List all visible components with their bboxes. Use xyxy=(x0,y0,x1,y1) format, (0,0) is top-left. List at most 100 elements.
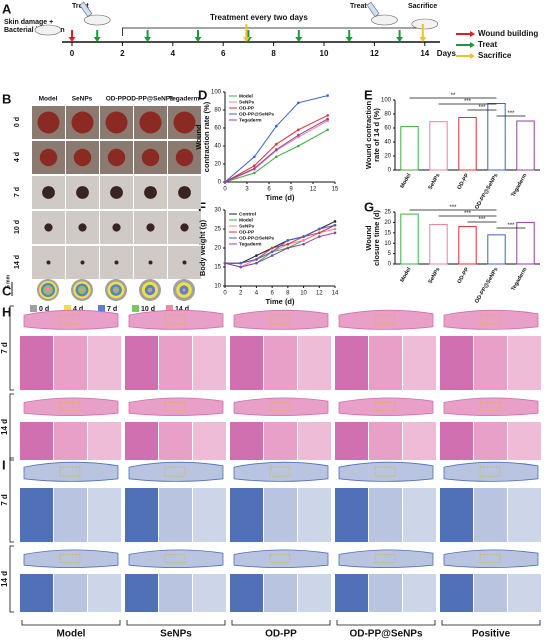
data-point xyxy=(326,114,329,117)
treat-arrow-head xyxy=(144,37,152,42)
tissue-zoom xyxy=(159,336,192,390)
x-tick-label: OD-PP@SeNPs xyxy=(474,173,499,211)
zoom-box xyxy=(59,402,81,412)
group-bracket xyxy=(126,620,226,626)
significance-label: *** xyxy=(449,205,457,211)
wound-spot xyxy=(178,186,191,199)
wound-spot xyxy=(146,223,155,232)
data-point xyxy=(253,155,256,159)
legend-label: Model xyxy=(239,217,253,223)
y-tick-label: 80 xyxy=(384,112,391,118)
tissue-section xyxy=(23,549,119,568)
tissue-zoom xyxy=(335,574,368,612)
group-label: SeNPs xyxy=(160,629,192,640)
treatment-note: Treatment every two days xyxy=(210,13,308,22)
timeline-tick-label: 2 xyxy=(120,49,125,58)
mouse-icon xyxy=(34,24,62,36)
photo-column-label: SeNPs xyxy=(72,96,93,103)
y-tick-label: 5 xyxy=(388,251,392,257)
series-line xyxy=(224,232,336,268)
significance-label: *** xyxy=(507,223,515,229)
row-bracket xyxy=(9,545,14,613)
data-point xyxy=(297,135,300,139)
panel-label: A xyxy=(2,1,12,16)
tissue-zoom xyxy=(54,488,87,542)
x-tick-label: SeNPs xyxy=(428,173,442,191)
bar xyxy=(487,234,506,265)
tissue-zoom xyxy=(335,488,368,542)
tissue-zoom xyxy=(125,574,158,612)
zoom-box xyxy=(269,466,291,477)
panel-label: D xyxy=(198,87,207,102)
zoom-box xyxy=(269,554,291,564)
x-tick-label: Tegaderm xyxy=(510,173,528,199)
tissue-zoom xyxy=(54,422,87,460)
significance-label: *** xyxy=(464,211,472,217)
y-tick-label: 0 xyxy=(388,262,392,268)
photo-row-label: 7 d xyxy=(14,187,21,197)
data-point xyxy=(326,128,329,132)
tissue-zoom xyxy=(20,488,53,542)
tissue-zoom xyxy=(20,336,53,390)
legend-label: Wound building xyxy=(478,29,538,38)
wound-spot xyxy=(139,111,162,134)
wound-spot xyxy=(37,111,60,134)
sacrifice-label: Sacrifice xyxy=(408,3,437,10)
tissue-section xyxy=(128,461,224,482)
tissue-zoom xyxy=(508,336,541,390)
x-tick-label: 12 xyxy=(316,291,323,297)
x-tick-label: 2 xyxy=(239,291,243,297)
x-tick-label: SeNPs xyxy=(428,267,442,285)
y-tick-label: 15 xyxy=(214,265,221,271)
bar xyxy=(516,221,535,265)
y-axis-label: rate of 14 d (%) xyxy=(372,108,381,162)
treat-label: Treat xyxy=(350,3,367,10)
y-tick-label: 20 xyxy=(214,246,221,252)
data-point xyxy=(297,128,300,132)
bar xyxy=(487,103,506,171)
timeline-tick-label: 0 xyxy=(70,49,75,58)
tissue-zoom xyxy=(440,574,473,612)
treat-arrow-head xyxy=(295,37,303,42)
wound-spot xyxy=(78,223,87,232)
photo-row-label: 14 d xyxy=(14,255,21,269)
x-tick-label: 6 xyxy=(270,291,274,297)
bar xyxy=(458,226,477,265)
timeline-tick-label: 6 xyxy=(221,49,226,58)
x-tick-label: 0 xyxy=(223,291,227,297)
data-point xyxy=(302,242,305,246)
x-tick-label: OD-PP xyxy=(457,172,471,190)
x-tick-label: 15 xyxy=(332,187,339,193)
data-point xyxy=(333,227,337,231)
y-tick-label: 20 xyxy=(384,154,391,160)
tissue-zoom xyxy=(88,574,121,612)
wound-spot xyxy=(173,111,196,134)
data-point xyxy=(253,167,256,170)
data-point xyxy=(302,235,305,238)
legend-swatch xyxy=(166,305,173,312)
zoom-box xyxy=(374,402,396,412)
data-point xyxy=(333,223,337,227)
y-tick-label: 10 xyxy=(214,284,221,290)
zoom-box xyxy=(374,466,396,477)
wound-spot xyxy=(80,260,85,265)
photo-column-label: OD-PP xyxy=(106,96,127,103)
infection-arrow-head xyxy=(68,37,76,42)
group-label: OD-PP xyxy=(265,629,297,640)
tissue-zoom xyxy=(403,336,436,390)
treat-arrow-head xyxy=(396,37,404,42)
data-point xyxy=(239,265,243,269)
trace-ring xyxy=(80,288,84,292)
data-point xyxy=(223,180,227,184)
trace-ring xyxy=(114,288,118,292)
tissue-zoom xyxy=(369,488,402,542)
wound-spot xyxy=(148,260,153,265)
legend-label: OD-PP@SeNPs xyxy=(239,111,274,117)
tissue-zoom xyxy=(440,336,473,390)
x-tick-label: 4 xyxy=(255,291,259,297)
bar xyxy=(516,120,535,171)
tissue-zoom xyxy=(230,488,263,542)
tissue-zoom xyxy=(508,422,541,460)
x-tick-label: 6 xyxy=(267,187,271,193)
tissue-zoom xyxy=(88,336,121,390)
